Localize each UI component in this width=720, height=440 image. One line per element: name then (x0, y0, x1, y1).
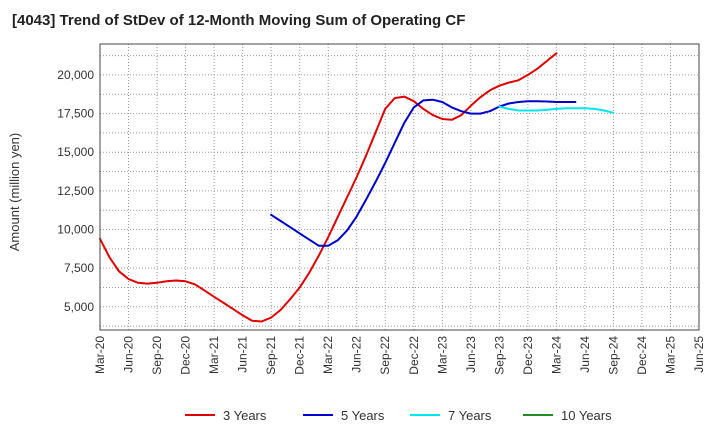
x-tick-label: Sep-22 (378, 336, 392, 375)
legend-item: 7 Years (410, 408, 492, 423)
legend-label: 3 Years (223, 408, 267, 423)
x-tick-label: Mar-21 (207, 336, 221, 374)
x-tick-label: Jun-20 (122, 336, 136, 373)
series-line-5-years (270, 98, 577, 247)
x-tick-label: Jun-23 (464, 336, 478, 373)
x-tick-label: Mar-23 (435, 336, 449, 374)
y-tick-label: 17,500 (57, 107, 94, 121)
x-tick-label: Jun-21 (236, 336, 250, 373)
grid-layer (99, 44, 700, 330)
y-tick-label: 20,000 (57, 68, 94, 82)
x-tick-label: Mar-25 (663, 336, 677, 374)
x-tick-label: Jun-24 (578, 336, 592, 373)
x-tick-label: Mar-24 (549, 336, 563, 374)
x-tick-label: Dec-22 (407, 336, 421, 375)
legend: 3 Years 5 Years 7 Years 10 Years (185, 408, 612, 423)
series-layer (99, 52, 615, 323)
y-tick-label: 12,500 (57, 184, 94, 198)
y-tick-labels: 5,000 7,500 10,000 12,500 15,000 17,500 20,000 (57, 68, 94, 314)
x-tick-label: Dec-23 (521, 336, 535, 375)
y-tick-label: 5,000 (64, 300, 94, 314)
legend-item: 3 Years (185, 408, 267, 423)
plot-frame (99, 43, 700, 331)
y-tick-label: 7,500 (64, 261, 94, 275)
x-tick-label: Jun-22 (350, 336, 364, 373)
legend-item: 5 Years (303, 408, 385, 423)
x-tick-label: Dec-20 (179, 336, 193, 375)
x-tick-label: Sep-20 (150, 336, 164, 375)
legend-label: 10 Years (561, 408, 612, 423)
y-tick-label: 10,000 (57, 223, 94, 237)
x-tick-label: Sep-23 (492, 336, 506, 375)
x-tick-label: Dec-24 (635, 336, 649, 375)
x-tick-label: Sep-24 (606, 336, 620, 375)
series-line-3-years (99, 52, 558, 323)
x-tick-label: Sep-21 (264, 336, 278, 375)
x-tick-label: Jun-25 (692, 336, 706, 373)
y-axis-title: Amount (million yen) (7, 133, 22, 252)
legend-item: 10 Years (523, 408, 612, 423)
legend-label: 5 Years (341, 408, 385, 423)
x-tick-label: Dec-21 (293, 336, 307, 375)
legend-label: 7 Years (448, 408, 492, 423)
x-tick-labels: Mar-20 Jun-20 Sep-20 Dec-20 Mar-21 Jun-21 Sep-… (93, 336, 706, 375)
x-tick-label: Mar-20 (93, 336, 107, 374)
plot-border (99, 43, 700, 331)
chart-title: [4043] Trend of StDev of 12-Month Moving… (12, 12, 466, 29)
x-tick-label: Mar-22 (321, 336, 335, 374)
series-line-7-years (498, 105, 615, 114)
y-tick-label: 15,000 (57, 145, 94, 159)
